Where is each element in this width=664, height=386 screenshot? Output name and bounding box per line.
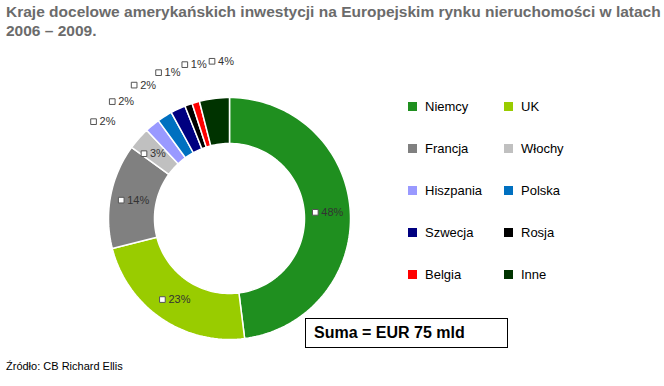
html-text:Francja: Francja [425,140,469,156]
svg-text:1%: 1% [165,66,181,78]
html-text:Polska: Polska [521,182,560,198]
html-text:Niemcy: Niemcy [425,98,469,114]
html-text:Inne: Inne [521,266,547,282]
svg-text:1%: 1% [191,58,207,70]
svg-text:4%: 4% [218,55,234,67]
svg-text:2%: 2% [140,79,156,91]
html-text:Belgia: Belgia [425,266,462,282]
svg-text:48%: 48% [321,206,343,218]
svg-text:23%: 23% [168,293,190,305]
html-text:Hiszpania: Hiszpania [425,182,483,198]
html-text:Szwecja: Szwecja [425,224,474,240]
html-text:Rosja: Rosja [521,224,555,240]
html-text:Źródło: CB Richard Ellis: Źródło: CB Richard Ellis [6,360,123,372]
html-text:Suma = EUR 75 mld: Suma = EUR 75 mld [314,324,465,341]
html-text:UK: UK [521,98,540,114]
svg-text:14%: 14% [127,194,149,206]
svg-text:2%: 2% [118,95,134,107]
svg-text:3%: 3% [150,147,166,159]
html-text:Kraje docelowe amerykańskich i: Kraje docelowe amerykańskich inwestycji … [6,3,661,39]
html-text:Włochy: Włochy [521,140,564,156]
svg-text:2%: 2% [100,115,116,127]
